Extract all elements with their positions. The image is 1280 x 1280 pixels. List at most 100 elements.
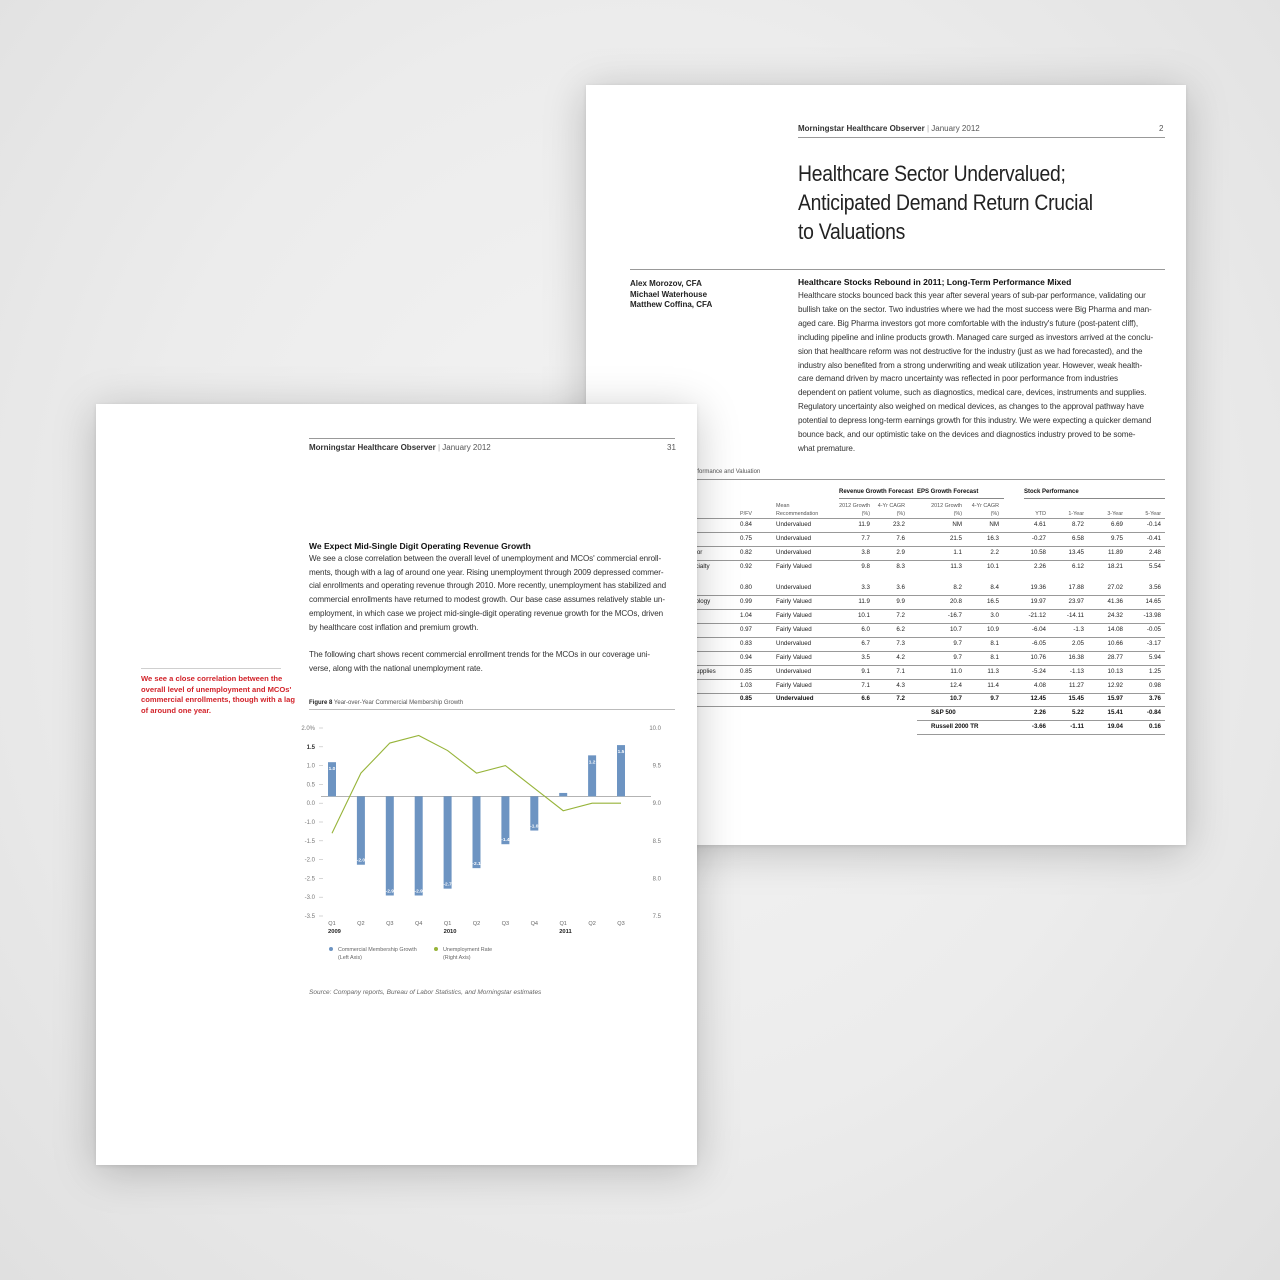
row-recommendation: Undervalued [776,668,812,675]
author-name: Alex Morozov, CFA [630,279,702,288]
row-recommendation: Fairly Valued [776,682,812,689]
row-recommendation: Undervalued [776,549,812,556]
table-rule [692,693,1165,694]
x-tick-label: Q2 [588,921,595,927]
left-axis-tick: -3.5 [305,914,316,920]
total-pfv: 0.85 [739,695,752,702]
col-header-ytd: YTD [1035,511,1046,517]
cell-pfv: 1.04 [739,612,752,619]
cell-e12: 20.8 [949,598,962,605]
x-tick-label: Q1 [559,921,566,927]
cell-r4: 2.9 [896,549,905,556]
bar-membership-growth [414,796,423,896]
col-header-y1: 1-Year [1068,511,1084,517]
row-recommendation: Fairly Valued [776,654,812,661]
pull-quote-line: overall level of unemployment and MCOs' [141,684,292,694]
cell-ytd: 19.97 [1030,598,1046,605]
bar-data-label: -2.7 [443,882,452,888]
col-header-rev4yr: 4-Yr CAGR [877,503,905,509]
cell-y1: -1.3 [1073,626,1084,633]
right-axis-tick: 9.5 [653,764,662,770]
total-y3: 15.97 [1107,695,1123,702]
cell-e12: 10.7 [949,626,962,633]
page-header: Morningstar Healthcare Observer | Januar… [309,443,491,452]
bar-membership-growth [530,796,539,831]
cell-y1: 8.72 [1071,521,1084,528]
benchmark-y3: 15.41 [1107,709,1123,716]
source-note: Source: Company reports, Bureau of Labor… [309,989,542,996]
figure-caption: Figure 8 Year-over-Year Commercial Membe… [309,700,464,706]
cell-r12: 11.9 [858,521,870,528]
cell-pfv: 0.82 [739,549,752,556]
cell-r12: 6.7 [861,640,870,647]
cell-y5: 2.48 [1148,549,1161,556]
bar-data-label: 1.5 [618,749,625,755]
title-line: Anticipated Demand Return Crucial [798,190,1093,215]
bar-data-label: -2.1 [472,861,481,867]
cell-r4: 8.3 [896,563,905,570]
total-r12: 6.6 [861,695,870,702]
cell-y3: 41.36 [1107,598,1123,605]
bar-data-label: -1.0 [530,824,539,830]
bar-membership-growth [472,796,481,869]
total-ytd: 12.45 [1030,695,1046,702]
col-header-eps4yr: (%) [990,511,999,517]
cell-y1: 6.58 [1071,535,1084,542]
total-y5: 3.76 [1148,695,1161,702]
cell-y3: 6.69 [1110,521,1123,528]
cell-y3: 18.21 [1107,563,1123,570]
report-page-31: Morningstar Healthcare Observer | Januar… [96,404,697,1165]
group-header: Stock Performance [1024,489,1079,495]
table-rule [692,595,1165,596]
total-y1: 15.45 [1068,695,1084,702]
author-name: Matthew Coffina, CFA [630,300,713,309]
group-header-rule [1024,498,1165,499]
body-text-line: The following chart shows recent commerc… [309,650,650,659]
row-recommendation: Fairly Valued [776,626,812,633]
col-header-y3: 3-Year [1107,511,1123,517]
pull-quote-line: of around one year. [141,705,212,715]
pull-quote-rule [141,668,281,669]
body-text-line: Regulatory uncertainty also weighed on m… [798,402,1144,412]
body-text-line: by healthcare cost inflation and premium… [309,622,479,632]
cell-e4: NM [989,521,999,528]
col-header-rev2012: (%) [861,511,870,517]
right-axis-tick: 10.0 [649,726,661,732]
cell-y5: -0.05 [1146,626,1161,633]
left-axis-tick: 0.0 [307,801,316,807]
col-header-pfv: P/FV [740,511,752,517]
col-header-rev4yr: (%) [896,511,905,517]
x-tick-label: Q2 [357,921,364,927]
year-label: 2011 [559,929,572,935]
benchmark-name: Russell 2000 TR [931,723,979,730]
bar-membership-growth [443,796,452,889]
cell-pfv: 0.84 [739,521,752,528]
cell-r4: 6.2 [896,626,905,633]
bar-membership-growth [617,745,625,797]
cell-e4: 3.0 [990,612,999,619]
row-recommendation: Undervalued [776,584,812,591]
bar-data-label: -2.9 [386,888,395,894]
benchmark-name: S&P 500 [931,709,956,716]
table-rule [692,609,1165,610]
x-tick-label: Q1 [444,921,451,927]
row-recommendation: Fairly Valued [776,598,812,605]
pull-quote-line: commercial enrollments, though with a la… [141,695,296,704]
x-tick-label: Q3 [386,921,393,927]
cell-ytd: 2.26 [1033,563,1046,570]
left-axis-tick: 1.0 [307,764,316,770]
body-text-line: potential to depress long-term earnings … [798,416,1152,426]
cell-y1: 16.38 [1068,654,1084,661]
cell-r4: 7.1 [896,668,905,675]
col-header-eps4yr: 4-Yr CAGR [971,503,999,509]
cell-e4: 16.5 [986,598,999,605]
legend-swatch [329,947,333,951]
table-rule [692,637,1165,638]
body-text-line: ments, though with a lag of around one y… [309,567,664,577]
body-text-line: cial enrollments and operating revenue t… [309,581,667,591]
left-axis-tick: -1.0 [305,820,316,826]
cell-e12: 11.0 [950,668,962,675]
legend-label: (Left Axis) [338,955,362,961]
total-recommendation: Undervalued [776,695,814,702]
row-recommendation: Undervalued [776,640,812,647]
